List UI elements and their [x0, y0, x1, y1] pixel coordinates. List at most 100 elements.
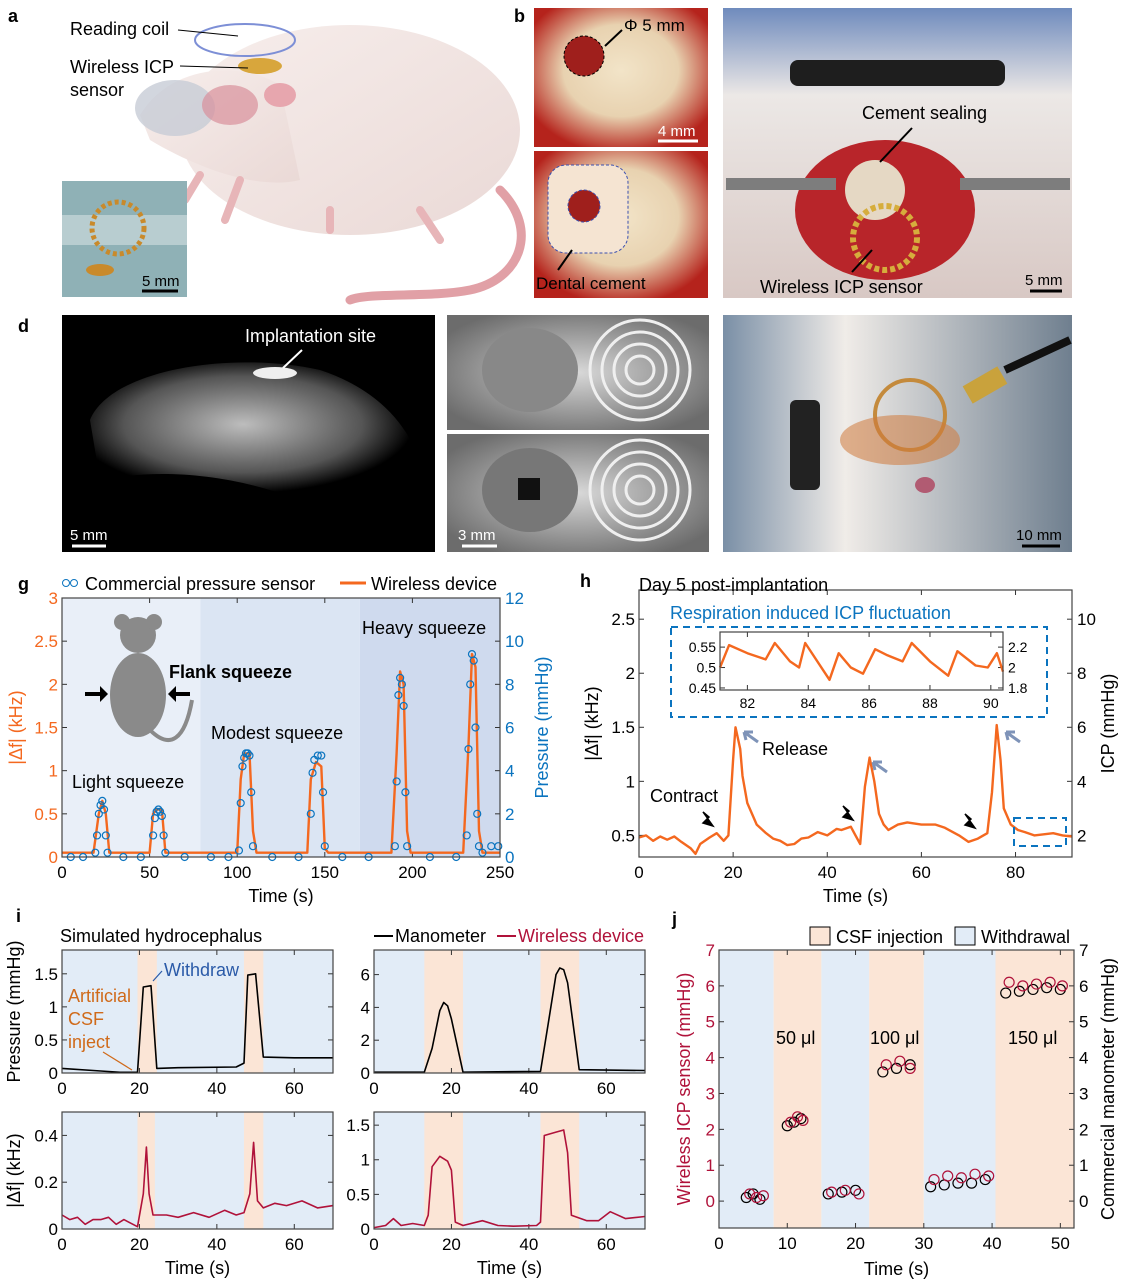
data-point — [826, 1186, 838, 1198]
y-tick-label: 1.5 — [346, 1116, 370, 1135]
diameter-label: Φ 5 mm — [624, 16, 685, 35]
legend-marker-commercial — [62, 579, 70, 587]
shaded-band — [374, 1112, 645, 1229]
implantation-site-label: Implantation site — [245, 326, 376, 346]
x-tick-label: 60 — [597, 1079, 616, 1098]
annotation: Withdraw — [164, 960, 240, 980]
data-point — [1044, 976, 1056, 988]
data-point — [94, 809, 103, 818]
rat-silhouette-icon — [110, 614, 194, 742]
panel-label-i: i — [16, 906, 21, 926]
y-tick-label: 3 — [706, 1084, 715, 1103]
y-tick-label: 2 — [361, 1031, 370, 1050]
rat-illustration — [135, 23, 526, 305]
y-tick-label: 4 — [361, 998, 370, 1017]
data-point — [236, 798, 245, 808]
panel-c: c Cement sealing Wireless ICP sensor 5 m… — [723, 6, 1072, 298]
y2-tick-label: 2 — [1077, 826, 1086, 845]
chart-ibr: 0 20 40 60 0 0.5 1 1.5 Time (s) — [346, 1111, 646, 1278]
chart-j: 0 10 20 30 40 50 0 1 2 3 4 5 6 7 0 1 2 3 4 5 6 7 Time (s) Wirel… — [674, 926, 1118, 1279]
data-point — [1003, 976, 1015, 988]
data-point — [156, 807, 165, 816]
y-axis-label: |Δf| (kHz) — [582, 686, 602, 760]
shaded-band — [137, 950, 157, 1073]
plot-frame — [61, 597, 501, 858]
y2-tick-label: 6 — [1077, 718, 1086, 737]
y-tick-label: 2.5 — [611, 610, 635, 629]
reading-coil-label: Reading coil — [70, 19, 169, 39]
shaded-band — [719, 950, 774, 1228]
y2-axis-label: Commercial manometer (mmHg) — [1098, 958, 1118, 1220]
sensor-photo-inset: 5 mm — [62, 181, 187, 297]
x-axis-label: Time (s) — [477, 1258, 542, 1278]
y-axis-label: |Δf| (kHz) — [4, 1133, 24, 1207]
inset-background — [720, 632, 1003, 690]
y-tick-label: 0.5 — [34, 805, 58, 824]
y-tick-label: 0.55 — [689, 639, 716, 655]
data-point — [403, 842, 412, 851]
y-tick-label: 1.5 — [34, 965, 58, 984]
x-tick-label: 200 — [398, 863, 426, 882]
data-point — [904, 1059, 916, 1071]
chart-itl: 0 20 40 60 0 0.5 1 1.5 Pressure (mmHg) Simulated … — [4, 926, 334, 1098]
plot-frame — [373, 1111, 646, 1230]
data-point — [791, 1111, 804, 1123]
cement-sealing-label: Cement sealing — [862, 103, 987, 123]
annotation: Contract — [650, 786, 718, 806]
data-point — [318, 788, 328, 797]
shaded-band — [62, 1112, 333, 1229]
shaded-band — [540, 950, 580, 1073]
y2-tick-label: 8 — [1077, 664, 1086, 683]
y2-tick-label: 5 — [1079, 1013, 1088, 1032]
legend-injection: CSF injection — [836, 927, 943, 947]
y-tick-label: 1 — [49, 762, 58, 781]
x-tick-label: 30 — [914, 1234, 933, 1253]
legend-swatch-injection — [809, 926, 831, 946]
data-point — [92, 831, 102, 840]
data-point — [317, 751, 326, 760]
x-tick-label: 40 — [519, 1235, 538, 1254]
y2-tick-label: 1.8 — [1008, 680, 1028, 696]
y2-tick-label: 8 — [505, 675, 514, 694]
data-point — [462, 831, 471, 840]
x-tick-label: 250 — [486, 863, 514, 882]
y-tick-label: 0.5 — [697, 659, 717, 675]
inset-highlight-box — [670, 626, 1048, 718]
y-tick-label: 0 — [706, 1192, 715, 1211]
data-point — [1017, 980, 1029, 992]
data-point — [1013, 985, 1025, 997]
y-tick-label: 3 — [49, 589, 58, 608]
series-line-hin — [718, 641, 1005, 681]
data-point — [390, 842, 399, 851]
shaded-band — [424, 1112, 464, 1229]
series-line-h — [638, 723, 1073, 855]
y-tick-label: 6 — [706, 977, 715, 996]
x-tick-label: 80 — [1006, 863, 1025, 882]
y2-tick-label: 0 — [505, 848, 514, 867]
annotation: Flank squeeze — [169, 662, 292, 682]
data-point — [955, 1172, 967, 1184]
data-point — [979, 1173, 991, 1186]
x-tick-label: 88 — [922, 695, 938, 711]
x-tick-label: 86 — [861, 695, 877, 711]
data-point — [91, 848, 100, 857]
y2-axis-label: Pressure (mmHg) — [532, 656, 552, 798]
data-point — [103, 848, 112, 857]
annotation: Artificial — [68, 986, 131, 1006]
y-tick-label: 2 — [49, 675, 58, 694]
data-point — [159, 831, 168, 840]
data-point — [744, 1188, 756, 1200]
y2-tick-label: 10 — [505, 632, 524, 651]
shaded-band — [773, 950, 822, 1228]
legend-withdrawal: Withdrawal — [981, 927, 1070, 947]
plot-frame — [719, 631, 1004, 691]
annotation: 100 μl — [870, 1028, 919, 1048]
data-point — [788, 1116, 800, 1128]
y-tick-label: 0.4 — [34, 1126, 58, 1145]
y2-tick-label: 7 — [1079, 941, 1088, 960]
annotation: Light squeeze — [72, 772, 184, 792]
shaded-band — [995, 950, 1074, 1228]
data-point — [399, 701, 408, 711]
annotation: inject — [68, 1032, 110, 1052]
x-tick-label: 20 — [442, 1079, 461, 1098]
